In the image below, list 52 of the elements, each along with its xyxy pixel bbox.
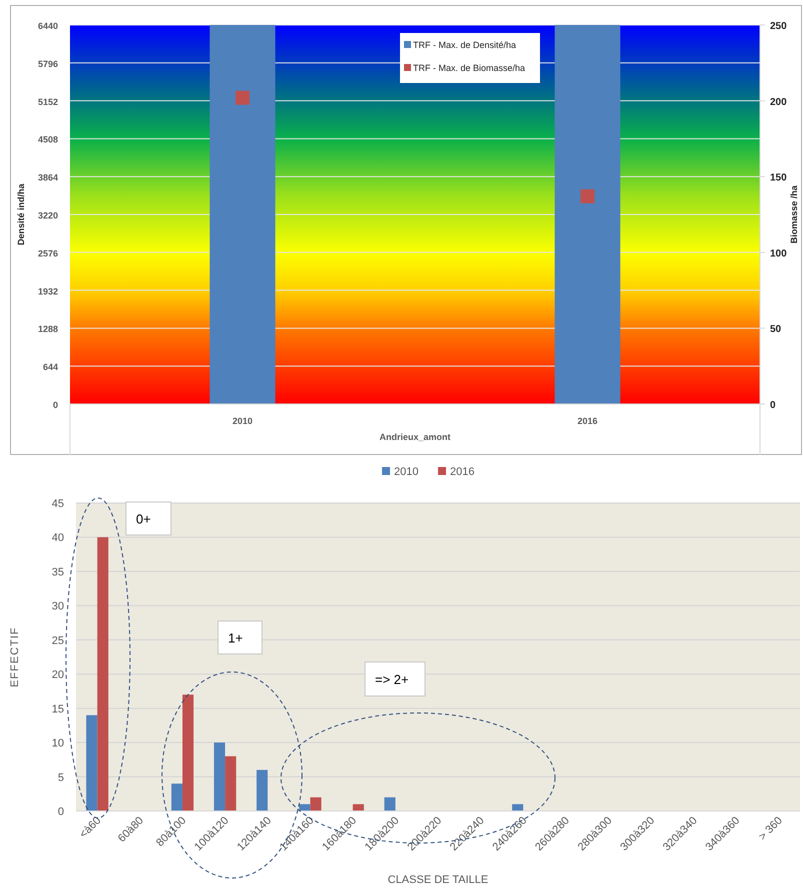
y-tick-label: 10 [52, 738, 64, 750]
bar [352, 804, 364, 811]
y-tick-label: 4508 [38, 134, 58, 145]
y-tick-label: 1288 [38, 324, 58, 334]
y-tick-label: 3864 [38, 172, 58, 183]
y2-tick-label: 100 [770, 248, 788, 260]
bar [214, 742, 226, 811]
y-tick-label: 644 [42, 362, 58, 372]
y-tick-label: 1932 [38, 286, 58, 296]
y2-tick-label: 200 [770, 96, 788, 108]
y-tick-label: 5796 [38, 58, 58, 69]
y2-axis-title: Biomasse /ha [789, 184, 799, 244]
y-axis-title: EFFECTIF [9, 626, 21, 688]
y-tick-label: 15 [52, 703, 64, 716]
bar [256, 770, 268, 811]
y-tick-label: 30 [52, 600, 64, 613]
y2-tick-label: 50 [770, 324, 782, 336]
bar [384, 797, 396, 811]
legend-label: 2010 [394, 466, 418, 478]
y-tick-label: 2576 [38, 248, 58, 258]
y-tick-label: 20 [52, 669, 64, 682]
x-axis-title: Andrieux_amont [379, 432, 451, 442]
y-tick-label: 5 [58, 772, 64, 784]
annotation: 0+ [136, 512, 151, 526]
y-tick-label: 3220 [38, 210, 58, 220]
bar [182, 694, 194, 811]
y-tick-label: 6440 [38, 21, 58, 31]
y-axis-title: Densité ind/ha [16, 182, 26, 246]
bar [97, 537, 108, 811]
y-tick-label: 0 [52, 400, 58, 410]
bar [225, 756, 236, 811]
bar [299, 804, 310, 811]
y-tick-label: 25 [52, 634, 64, 647]
y2-tick-label: 150 [770, 172, 788, 184]
legend-label: TRF - Max. de Densité/ha [413, 40, 516, 50]
legend-label: TRF - Max. de Biomasse/ha [413, 63, 526, 73]
annotation: => 2+ [375, 672, 409, 687]
y-tick-label: 5152 [38, 96, 58, 107]
bar [171, 784, 182, 811]
y-tick-label: 40 [52, 532, 64, 544]
x-tick-label: > 360 [756, 814, 785, 843]
bar [512, 804, 524, 811]
y-tick-label: 45 [52, 498, 64, 510]
annotation: 1+ [228, 630, 243, 646]
y-tick-label: 0 [58, 806, 64, 818]
bar [310, 797, 322, 811]
y2-tick-label: 0 [770, 400, 776, 411]
x-axis-title: CLASSE DE TAILLE [388, 874, 488, 886]
y-tick-label: 35 [52, 566, 64, 578]
y2-tick-label: 250 [770, 21, 788, 32]
bar [86, 715, 98, 811]
legend-label: 2016 [450, 466, 474, 478]
